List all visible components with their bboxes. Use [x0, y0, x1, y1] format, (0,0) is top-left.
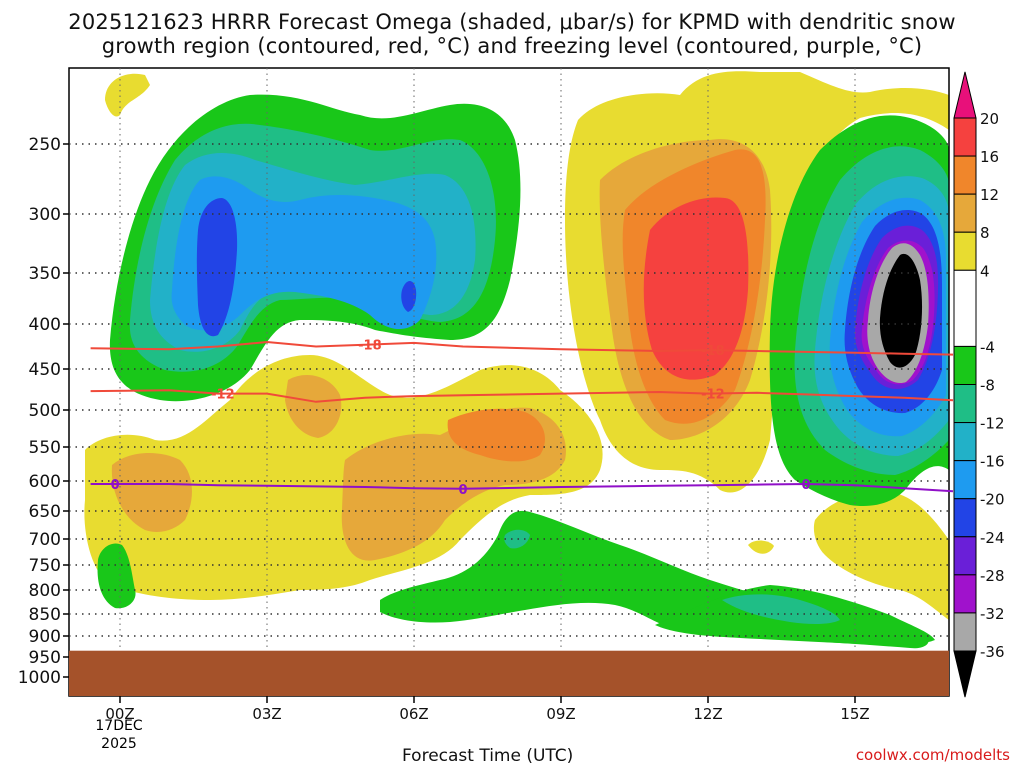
colorbar-label--32: -32 — [980, 605, 1005, 623]
y-tick-label-500: 500 — [29, 401, 61, 421]
colorbar-band--12 — [953, 384, 977, 424]
temperature-contours: -18 -18 -12 -12 0 0 0 — [90, 339, 954, 498]
omega-teal-small — [504, 529, 530, 549]
colorbar-band--4 — [953, 269, 977, 347]
dgz-top-line — [90, 340, 954, 356]
omega-yellow-lower-right — [813, 491, 949, 620]
y-tick-label-950: 950 — [29, 648, 61, 668]
freezing-level-line — [90, 482, 954, 493]
colorbar-band--20 — [953, 460, 977, 500]
y-tick-label-850: 850 — [29, 605, 61, 625]
y-tick-label-250: 250 — [29, 135, 61, 155]
omega-yellow-top-left — [105, 73, 150, 117]
x-axis-label: Forecast Time (UTC) — [402, 746, 574, 766]
colorbar-band--24 — [953, 498, 977, 538]
x-tick-label-03Z: 03Z — [252, 705, 281, 723]
x-tick-label-12Z: 12Z — [693, 705, 722, 723]
omega-darkorange-mid — [447, 408, 545, 462]
colorbar-label--36: -36 — [980, 643, 1005, 661]
y-tick-label-400: 400 — [29, 315, 61, 335]
site-credit: coolwx.com/modelts — [855, 746, 1010, 764]
colorbar-label--4: -4 — [980, 338, 995, 356]
y-tick-label-800: 800 — [29, 581, 61, 601]
omega-shading — [84, 71, 949, 649]
date-label-day: 17DEC — [95, 718, 142, 734]
y-tick-label-750: 750 — [29, 556, 61, 576]
dgz-bottom-line — [90, 389, 954, 403]
x-tick-label-00Z: 00Z — [105, 705, 134, 723]
y-axis-pressure: 2503003504004505005506006507007508008509… — [18, 135, 69, 688]
colorbar-label--20: -20 — [980, 491, 1005, 509]
omega-yellow-small-dot — [748, 540, 774, 554]
dgz-top-label-1: -18 — [701, 344, 725, 359]
colorbar-label-8: 8 — [980, 224, 990, 242]
dgz-bottom-label-0: -12 — [211, 388, 235, 403]
colorbar-band-12 — [953, 155, 977, 195]
colorbar-label--16: -16 — [980, 453, 1005, 471]
colorbar-band--16 — [953, 422, 977, 462]
date-label-year: 2025 — [101, 736, 137, 752]
y-tick-label-350: 350 — [29, 264, 61, 284]
colorbar-label-16: 16 — [980, 148, 999, 166]
colorbar-label--28: -28 — [980, 567, 1005, 585]
x-tick-label-15Z: 15Z — [840, 705, 869, 723]
omega-blue-left — [171, 176, 437, 331]
colorbar: 20 16 12 8 4 -4 -8 -12 -16 -20 -24 -28 -32 -36 — [953, 71, 1005, 698]
freezing-level-label-1: 0 — [458, 483, 467, 498]
y-tick-label-450: 450 — [29, 360, 61, 380]
omega-darkblue-core-01z — [196, 198, 238, 337]
dgz-bottom-label-1: -12 — [701, 388, 725, 403]
x-tick-label-06Z: 06Z — [399, 705, 428, 723]
colorbar-band-8 — [953, 193, 977, 233]
x-tick-label-09Z: 09Z — [546, 705, 575, 723]
colorbar-band--28 — [953, 536, 977, 576]
colorbar-label--12: -12 — [980, 415, 1005, 433]
colorbar-label--8: -8 — [980, 377, 995, 395]
chart-title-line-2: growth region (contoured, red, °C) and f… — [101, 34, 923, 58]
chart-title-line-1: 2025121623 HRRR Forecast Omega (shaded, … — [68, 10, 956, 34]
colorbar-band-24 — [953, 71, 977, 119]
freezing-level-label-0: 0 — [111, 478, 120, 493]
colorbar-band-16 — [953, 117, 977, 157]
grid-lines — [69, 68, 949, 696]
colorbar-label-12: 12 — [980, 186, 999, 204]
x-axis-time: 17DEC 2025 00Z 03Z 06Z 09Z 12Z 15Z — [95, 696, 870, 752]
omega-green-small-left — [97, 543, 136, 609]
omega-orange-left-low — [111, 453, 192, 532]
freezing-level-label-2: 0 — [801, 478, 810, 493]
colorbar-band--32 — [953, 574, 977, 614]
omega-red-right — [643, 197, 749, 380]
y-tick-label-650: 650 — [29, 502, 61, 522]
colorbar-band--36 — [953, 612, 977, 652]
omega-darkblue-core-06z — [401, 281, 417, 312]
y-tick-label-550: 550 — [29, 438, 61, 458]
omega-black-core — [879, 253, 923, 368]
colorbar-label--24: -24 — [980, 529, 1005, 547]
y-tick-label-700: 700 — [29, 530, 61, 550]
colorbar-label-20: 20 — [980, 110, 999, 128]
colorbar-band--40 — [953, 650, 977, 698]
y-tick-label-300: 300 — [29, 205, 61, 225]
y-tick-label-1000: 1000 — [18, 668, 61, 688]
y-tick-label-900: 900 — [29, 627, 61, 647]
colorbar-band-4 — [953, 231, 977, 271]
colorbar-band--8 — [953, 345, 977, 385]
ground-below-surface — [69, 650, 949, 696]
dgz-top-label-0: -18 — [358, 339, 382, 354]
omega-orange-small — [285, 375, 342, 438]
omega-teal-lower-right — [722, 594, 840, 625]
colorbar-label-4: 4 — [980, 262, 990, 280]
y-tick-label-600: 600 — [29, 472, 61, 492]
